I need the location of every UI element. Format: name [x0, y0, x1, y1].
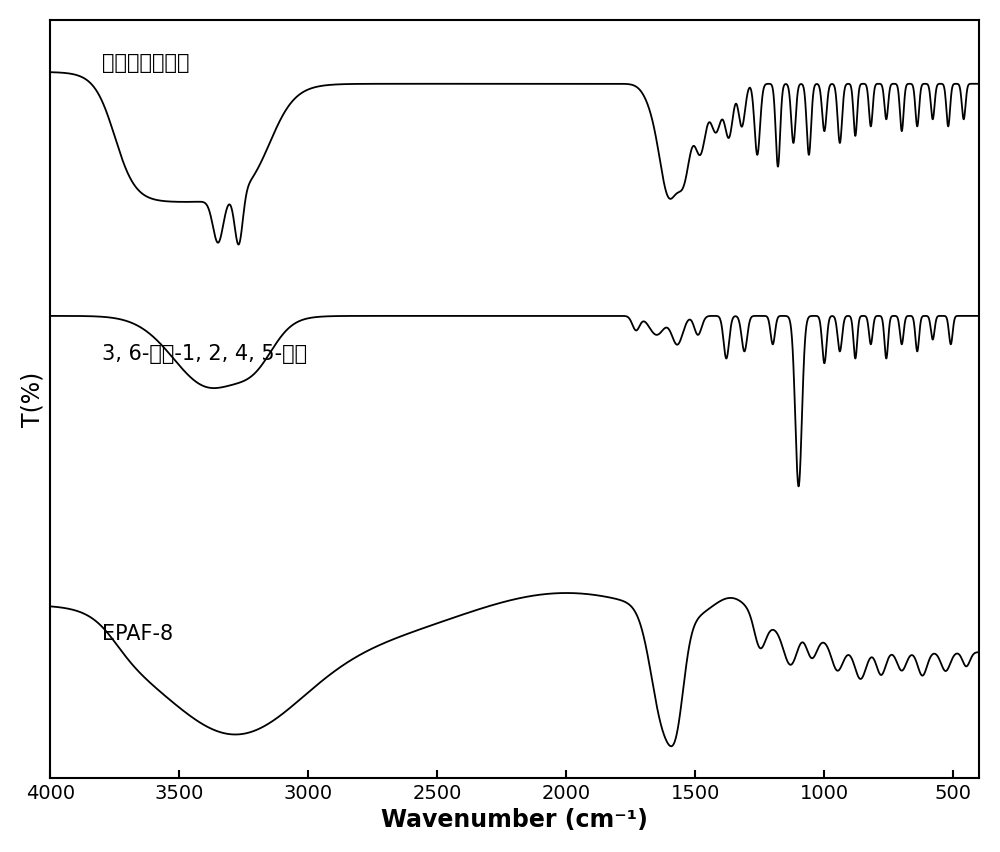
- Y-axis label: T(%): T(%): [21, 371, 45, 427]
- X-axis label: Wavenumber (cm⁻¹): Wavenumber (cm⁻¹): [381, 807, 648, 832]
- Text: EPAF-8: EPAF-8: [102, 623, 173, 643]
- Text: 三氨基胍盐酸盐: 三氨基胍盐酸盐: [102, 53, 189, 73]
- Text: 3, 6-二氯-1, 2, 4, 5-四尴: 3, 6-二氯-1, 2, 4, 5-四尴: [102, 344, 307, 364]
